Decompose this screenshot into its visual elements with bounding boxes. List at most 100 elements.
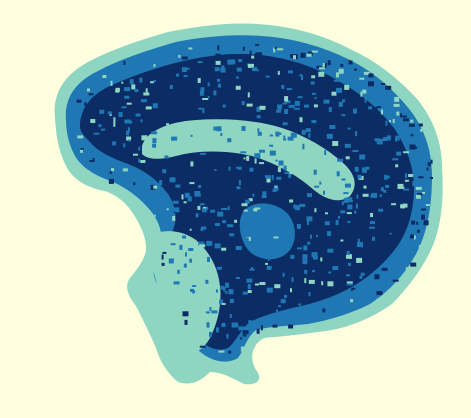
texture-speckle [242,334,247,337]
texture-speckle [288,324,294,329]
texture-speckle [243,209,248,212]
texture-speckle [198,107,203,110]
texture-speckle [162,169,167,174]
texture-speckle [333,167,339,171]
texture-speckle [400,113,403,118]
texture-speckle [241,203,248,207]
texture-speckle [77,135,84,139]
texture-speckle [199,152,206,155]
texture-speckle [237,166,242,170]
texture-speckle [346,212,352,215]
texture-speckle [247,284,251,289]
texture-speckle [213,90,217,96]
texture-speckle [88,93,94,96]
texture-speckle [386,135,391,141]
texture-speckle [249,167,254,172]
texture-speckle [123,61,126,65]
texture-speckle [241,126,246,131]
texture-speckle [347,127,351,130]
texture-speckle [102,75,107,78]
texture-speckle [258,238,260,241]
texture-speckle [183,258,190,264]
texture-speckle [184,67,190,70]
texture-speckle [240,151,247,154]
texture-speckle [140,119,143,123]
texture-speckle [311,75,316,79]
texture-speckle [153,79,156,82]
texture-speckle [338,101,343,107]
texture-speckle [368,106,373,110]
texture-speckle [365,166,370,170]
texture-speckle [195,286,202,290]
texture-speckle [257,131,262,136]
texture-speckle [269,244,276,249]
texture-speckle [202,208,207,213]
texture-speckle [195,213,199,218]
texture-speckle [338,215,340,219]
texture-speckle [256,106,261,112]
texture-speckle [145,88,148,94]
texture-speckle [284,295,287,298]
texture-speckle [170,279,176,284]
texture-speckle [200,227,204,231]
texture-speckle [346,281,353,284]
texture-speckle [348,60,353,65]
texture-speckle [318,71,325,77]
texture-speckle [274,46,277,49]
texture-speckle [221,247,227,251]
texture-speckle [408,123,415,127]
texture-speckle [327,248,334,253]
texture-speckle [327,60,331,66]
texture-speckle [357,238,360,243]
texture-speckle [284,171,291,174]
texture-speckle [287,70,293,74]
texture-speckle [336,87,342,93]
texture-speckle [265,254,268,257]
texture-speckle [253,208,258,212]
texture-speckle [335,220,339,225]
texture-speckle [176,73,179,77]
texture-speckle [389,232,392,235]
texture-speckle [301,75,304,81]
texture-speckle [202,108,205,114]
texture-speckle [284,96,289,102]
texture-speckle [246,278,253,283]
texture-speckle [107,111,112,115]
texture-speckle [127,127,130,133]
texture-speckle [170,243,176,246]
texture-speckle [363,71,370,75]
texture-speckle [344,84,350,90]
texture-speckle [276,109,282,113]
texture-speckle [283,138,287,141]
texture-speckle [188,47,193,50]
texture-speckle [80,149,84,153]
texture-speckle [131,84,136,90]
texture-speckle [296,223,301,229]
texture-speckle [238,326,245,331]
texture-speckle [374,274,380,280]
texture-speckle [264,124,269,127]
texture-speckle [324,221,330,226]
texture-speckle [325,212,328,215]
texture-speckle [246,155,250,161]
texture-speckle [377,106,382,109]
texture-speckle [93,96,100,99]
texture-speckle [138,158,141,163]
texture-speckle [370,221,375,225]
texture-speckle [307,193,312,198]
texture-speckle [430,159,433,164]
texture-speckle [256,328,260,334]
texture-speckle [262,191,267,197]
texture-speckle [379,194,382,198]
texture-speckle [355,203,358,209]
texture-speckle [307,241,311,245]
texture-speckle [153,185,158,189]
texture-speckle [299,74,303,77]
texture-speckle [319,181,322,185]
texture-speckle [277,104,283,110]
texture-speckle [392,119,395,123]
texture-speckle [206,240,213,246]
texture-speckle [311,92,316,95]
texture-speckle [178,134,182,137]
texture-speckle [345,274,350,277]
